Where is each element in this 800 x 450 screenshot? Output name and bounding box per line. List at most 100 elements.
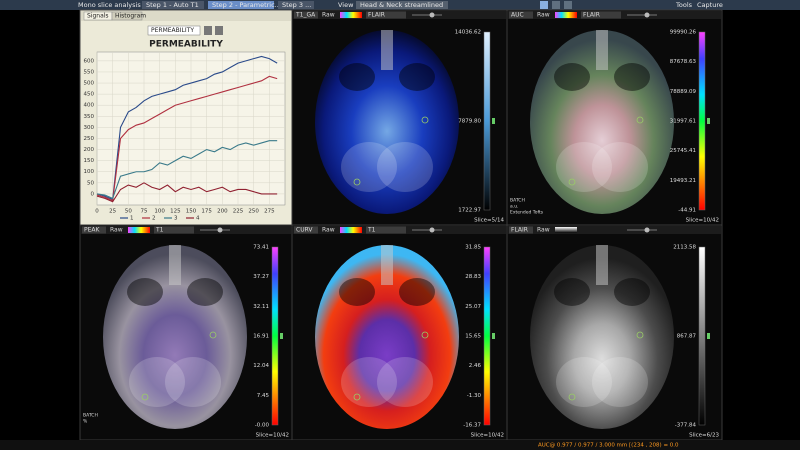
colormap-thumb[interactable] (340, 12, 362, 18)
map-selector[interactable] (82, 226, 106, 234)
view-menu[interactable]: View (338, 1, 354, 9)
color-bar (483, 246, 491, 426)
mode-label: Raw (537, 12, 550, 19)
overlay-name[interactable]: FLAIR (368, 12, 385, 19)
tool-icon[interactable] (564, 1, 572, 9)
color-bar (698, 31, 706, 211)
map-name[interactable]: PEAK (84, 227, 101, 234)
map-name[interactable]: T1_GA (295, 12, 316, 19)
window-handle[interactable] (492, 118, 495, 124)
map-dropdown-label[interactable]: PERMEABILITY (151, 27, 194, 34)
overlay-selector[interactable] (581, 11, 621, 19)
overlay-name[interactable]: T1 (367, 227, 376, 234)
tab-label[interactable]: Histogram (115, 13, 146, 20)
slider-knob[interactable] (429, 227, 435, 233)
tab-bar (81, 11, 291, 21)
scan-head (315, 245, 459, 429)
scale-label: 87678.63 (670, 59, 697, 65)
scale-label: 78889.09 (670, 89, 697, 95)
map-name[interactable]: AUC (511, 12, 524, 19)
eye-icon[interactable] (215, 26, 223, 35)
colormap-thumb[interactable] (555, 227, 577, 233)
status-text: AUC@ 0.977 / 0.977 / 3.000 mm [(234 , 20… (538, 443, 679, 449)
capture-menu[interactable]: Capture (697, 1, 723, 9)
step-label[interactable]: Step 3 ... (282, 1, 311, 9)
overlay-selector[interactable] (366, 11, 406, 19)
status-bar (0, 440, 800, 450)
step-label[interactable]: Step 1 - Auto T1 (146, 1, 199, 9)
scale-label: 32.11 (253, 304, 269, 310)
scale-label: 7.45 (257, 393, 270, 399)
overlay-selector[interactable] (154, 226, 194, 234)
slider-knob[interactable] (429, 12, 435, 18)
step-tab[interactable] (208, 1, 274, 9)
x-tick-label: 125 (170, 209, 181, 215)
export-icon[interactable] (204, 26, 212, 35)
map-dropdown[interactable] (147, 25, 201, 36)
step-tab[interactable] (142, 1, 204, 9)
viewports: T1_GA Raw FLAIR 14036.62 7879.80 1722.97 Slice… (79, 9, 723, 441)
slider-knob[interactable] (644, 12, 650, 18)
x-tick-label: 0 (95, 209, 99, 215)
scale-label: 867.87 (677, 334, 697, 340)
tab-label[interactable]: Signals (87, 13, 109, 20)
scan-cerebellum (592, 357, 648, 407)
x-tick-label: 100 (154, 209, 165, 215)
window-handle[interactable] (707, 333, 710, 339)
window-handle[interactable] (280, 333, 283, 339)
slice-label: Slice=10/42 (256, 433, 289, 439)
map-name[interactable]: CURV (296, 227, 313, 234)
legend-label: 3 (174, 216, 178, 222)
step-tab[interactable] (278, 1, 314, 9)
mode-label: Raw (322, 227, 335, 234)
scale-label: 15.65 (465, 334, 481, 340)
y-tick-label: 300 (84, 125, 95, 131)
mode-label: Raw (537, 227, 550, 234)
map-selector[interactable] (509, 11, 533, 19)
overlay-name[interactable]: FLAIR (583, 12, 600, 19)
step-label[interactable]: Step 2 - Parametric... (212, 1, 281, 9)
scan-cerebellum (165, 357, 221, 407)
y-tick-label: 200 (84, 147, 95, 153)
protocol-label[interactable]: Head & Neck streamlined (360, 1, 443, 9)
tool-icon[interactable] (552, 1, 560, 9)
protocol-dropdown[interactable] (356, 1, 448, 9)
slider-knob[interactable] (644, 227, 650, 233)
slice-label: Slice=10/42 (686, 218, 719, 224)
y-tick-label: 100 (84, 169, 95, 175)
window-handle[interactable] (707, 118, 710, 124)
tab[interactable] (111, 11, 143, 21)
x-tick-label: 25 (109, 209, 116, 215)
roi-marker (421, 331, 429, 339)
map-name[interactable]: FLAIR (511, 227, 528, 234)
tools-menu[interactable]: Tools (675, 1, 693, 9)
colormap-thumb[interactable] (340, 227, 362, 233)
x-tick-label: 150 (186, 209, 197, 215)
window-handle[interactable] (492, 333, 495, 339)
map-selector[interactable] (509, 226, 533, 234)
colormap-thumb[interactable] (128, 227, 150, 233)
scale-label: 37.27 (253, 274, 269, 280)
map-selector[interactable] (294, 11, 318, 19)
overlay-name[interactable]: T1 (155, 227, 164, 234)
scan-orbit (554, 278, 590, 306)
map-note: % (83, 419, 88, 425)
scan-orbit (127, 278, 163, 306)
overlay-selector[interactable] (366, 226, 406, 234)
y-tick-label: 400 (84, 103, 95, 109)
scale-label: -377.84 (675, 423, 697, 429)
x-tick-label: 225 (233, 209, 244, 215)
series-line (96, 182, 278, 203)
scan-orbit (187, 278, 223, 306)
tool-icon[interactable] (540, 1, 548, 9)
colormap-thumb[interactable] (555, 12, 577, 18)
map-selector[interactable] (294, 226, 318, 234)
x-tick-label: 50 (125, 209, 132, 215)
y-tick-label: 500 (84, 81, 95, 87)
scale-label: -44.91 (678, 208, 696, 214)
slider-knob[interactable] (217, 227, 223, 233)
roi-marker (568, 393, 576, 401)
x-tick-label: 250 (248, 209, 259, 215)
series-line (96, 75, 278, 202)
